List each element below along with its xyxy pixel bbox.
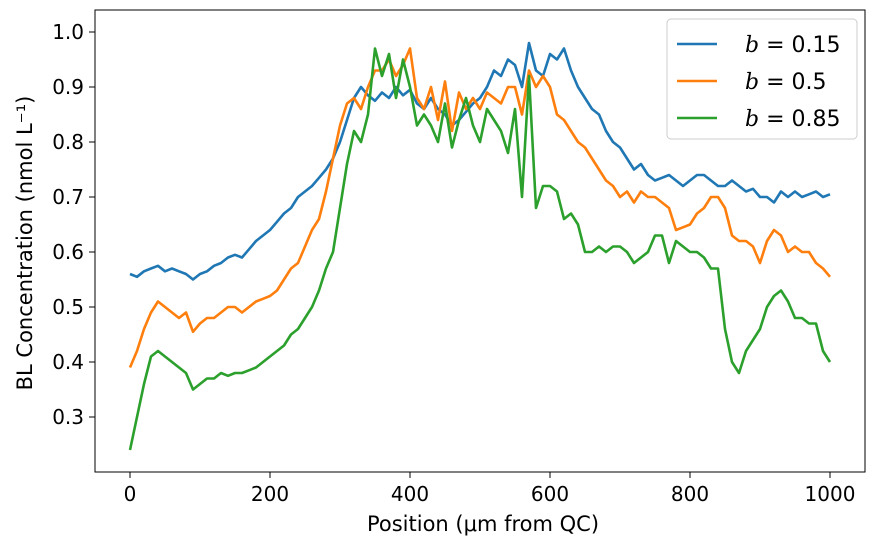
y-tick-label: 0.8 [52, 130, 84, 154]
y-tick-label: 0.9 [52, 75, 84, 99]
series-line-3 [128, 47, 832, 451]
plot-frame [94, 9, 866, 473]
x-axis: 0 200 400 600 800 1000 [124, 472, 856, 506]
legend-label-1: b = 0.15 [745, 33, 841, 58]
y-tick-label: 0.3 [52, 405, 84, 429]
y-axis: 0.3 0.4 0.5 0.6 0.7 0.8 0.9 1.0 [52, 20, 95, 429]
x-tick-label: 600 [531, 482, 569, 506]
y-tick-label: 0.5 [52, 295, 84, 319]
x-tick-label: 200 [251, 482, 289, 506]
y-tick-label: 0.6 [52, 240, 84, 264]
x-tick-label: 0 [124, 482, 137, 506]
x-tick-label: 400 [391, 482, 429, 506]
y-tick-label: 1.0 [52, 20, 84, 44]
y-tick-label: 0.7 [52, 185, 84, 209]
plot-area [94, 9, 866, 473]
legend-box [666, 18, 858, 140]
x-tick-label: 800 [671, 482, 709, 506]
series-line-2 [128, 47, 831, 369]
legend: b = 0.15 b = 0.5 b = 0.85 [666, 18, 858, 140]
legend-label-3: b = 0.85 [745, 107, 841, 132]
y-axis-label: BL Concentration (nmol L⁻¹) [13, 96, 37, 391]
x-axis-label: Position (μm from QC) [367, 512, 599, 536]
series-line-1 [129, 41, 831, 281]
x-tick-label: 1000 [805, 482, 856, 506]
legend-label-2: b = 0.5 [745, 70, 827, 95]
y-tick-label: 0.4 [52, 350, 84, 374]
